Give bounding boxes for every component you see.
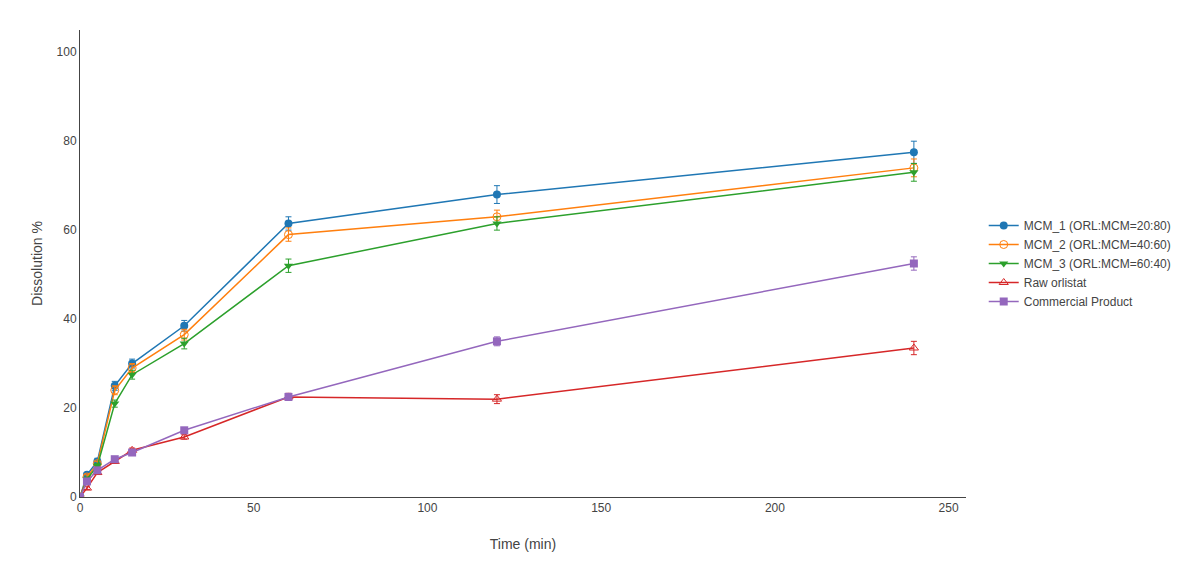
svg-text:MCM_3 (ORL:MCM=60:40): MCM_3 (ORL:MCM=60:40) [1024, 257, 1171, 271]
svg-text:200: 200 [765, 501, 785, 515]
svg-text:40: 40 [63, 312, 77, 326]
svg-text:0: 0 [77, 501, 84, 515]
svg-text:50: 50 [247, 501, 261, 515]
svg-text:MCM_2 (ORL:MCM=40:60): MCM_2 (ORL:MCM=40:60) [1024, 238, 1171, 252]
svg-text:Dissolution %: Dissolution % [29, 221, 45, 306]
svg-text:20: 20 [63, 401, 77, 415]
svg-text:100: 100 [57, 45, 77, 59]
svg-text:Commercial Product: Commercial Product [1024, 295, 1133, 309]
svg-text:Time (min): Time (min) [490, 536, 556, 552]
svg-text:MCM_1 (ORL:MCM=20:80): MCM_1 (ORL:MCM=20:80) [1024, 219, 1171, 233]
svg-text:150: 150 [591, 501, 611, 515]
svg-text:80: 80 [63, 134, 77, 148]
svg-text:100: 100 [417, 501, 437, 515]
svg-text:0: 0 [70, 490, 77, 504]
svg-text:Raw orlistat: Raw orlistat [1024, 276, 1087, 290]
svg-text:60: 60 [63, 223, 77, 237]
svg-text:250: 250 [939, 501, 959, 515]
